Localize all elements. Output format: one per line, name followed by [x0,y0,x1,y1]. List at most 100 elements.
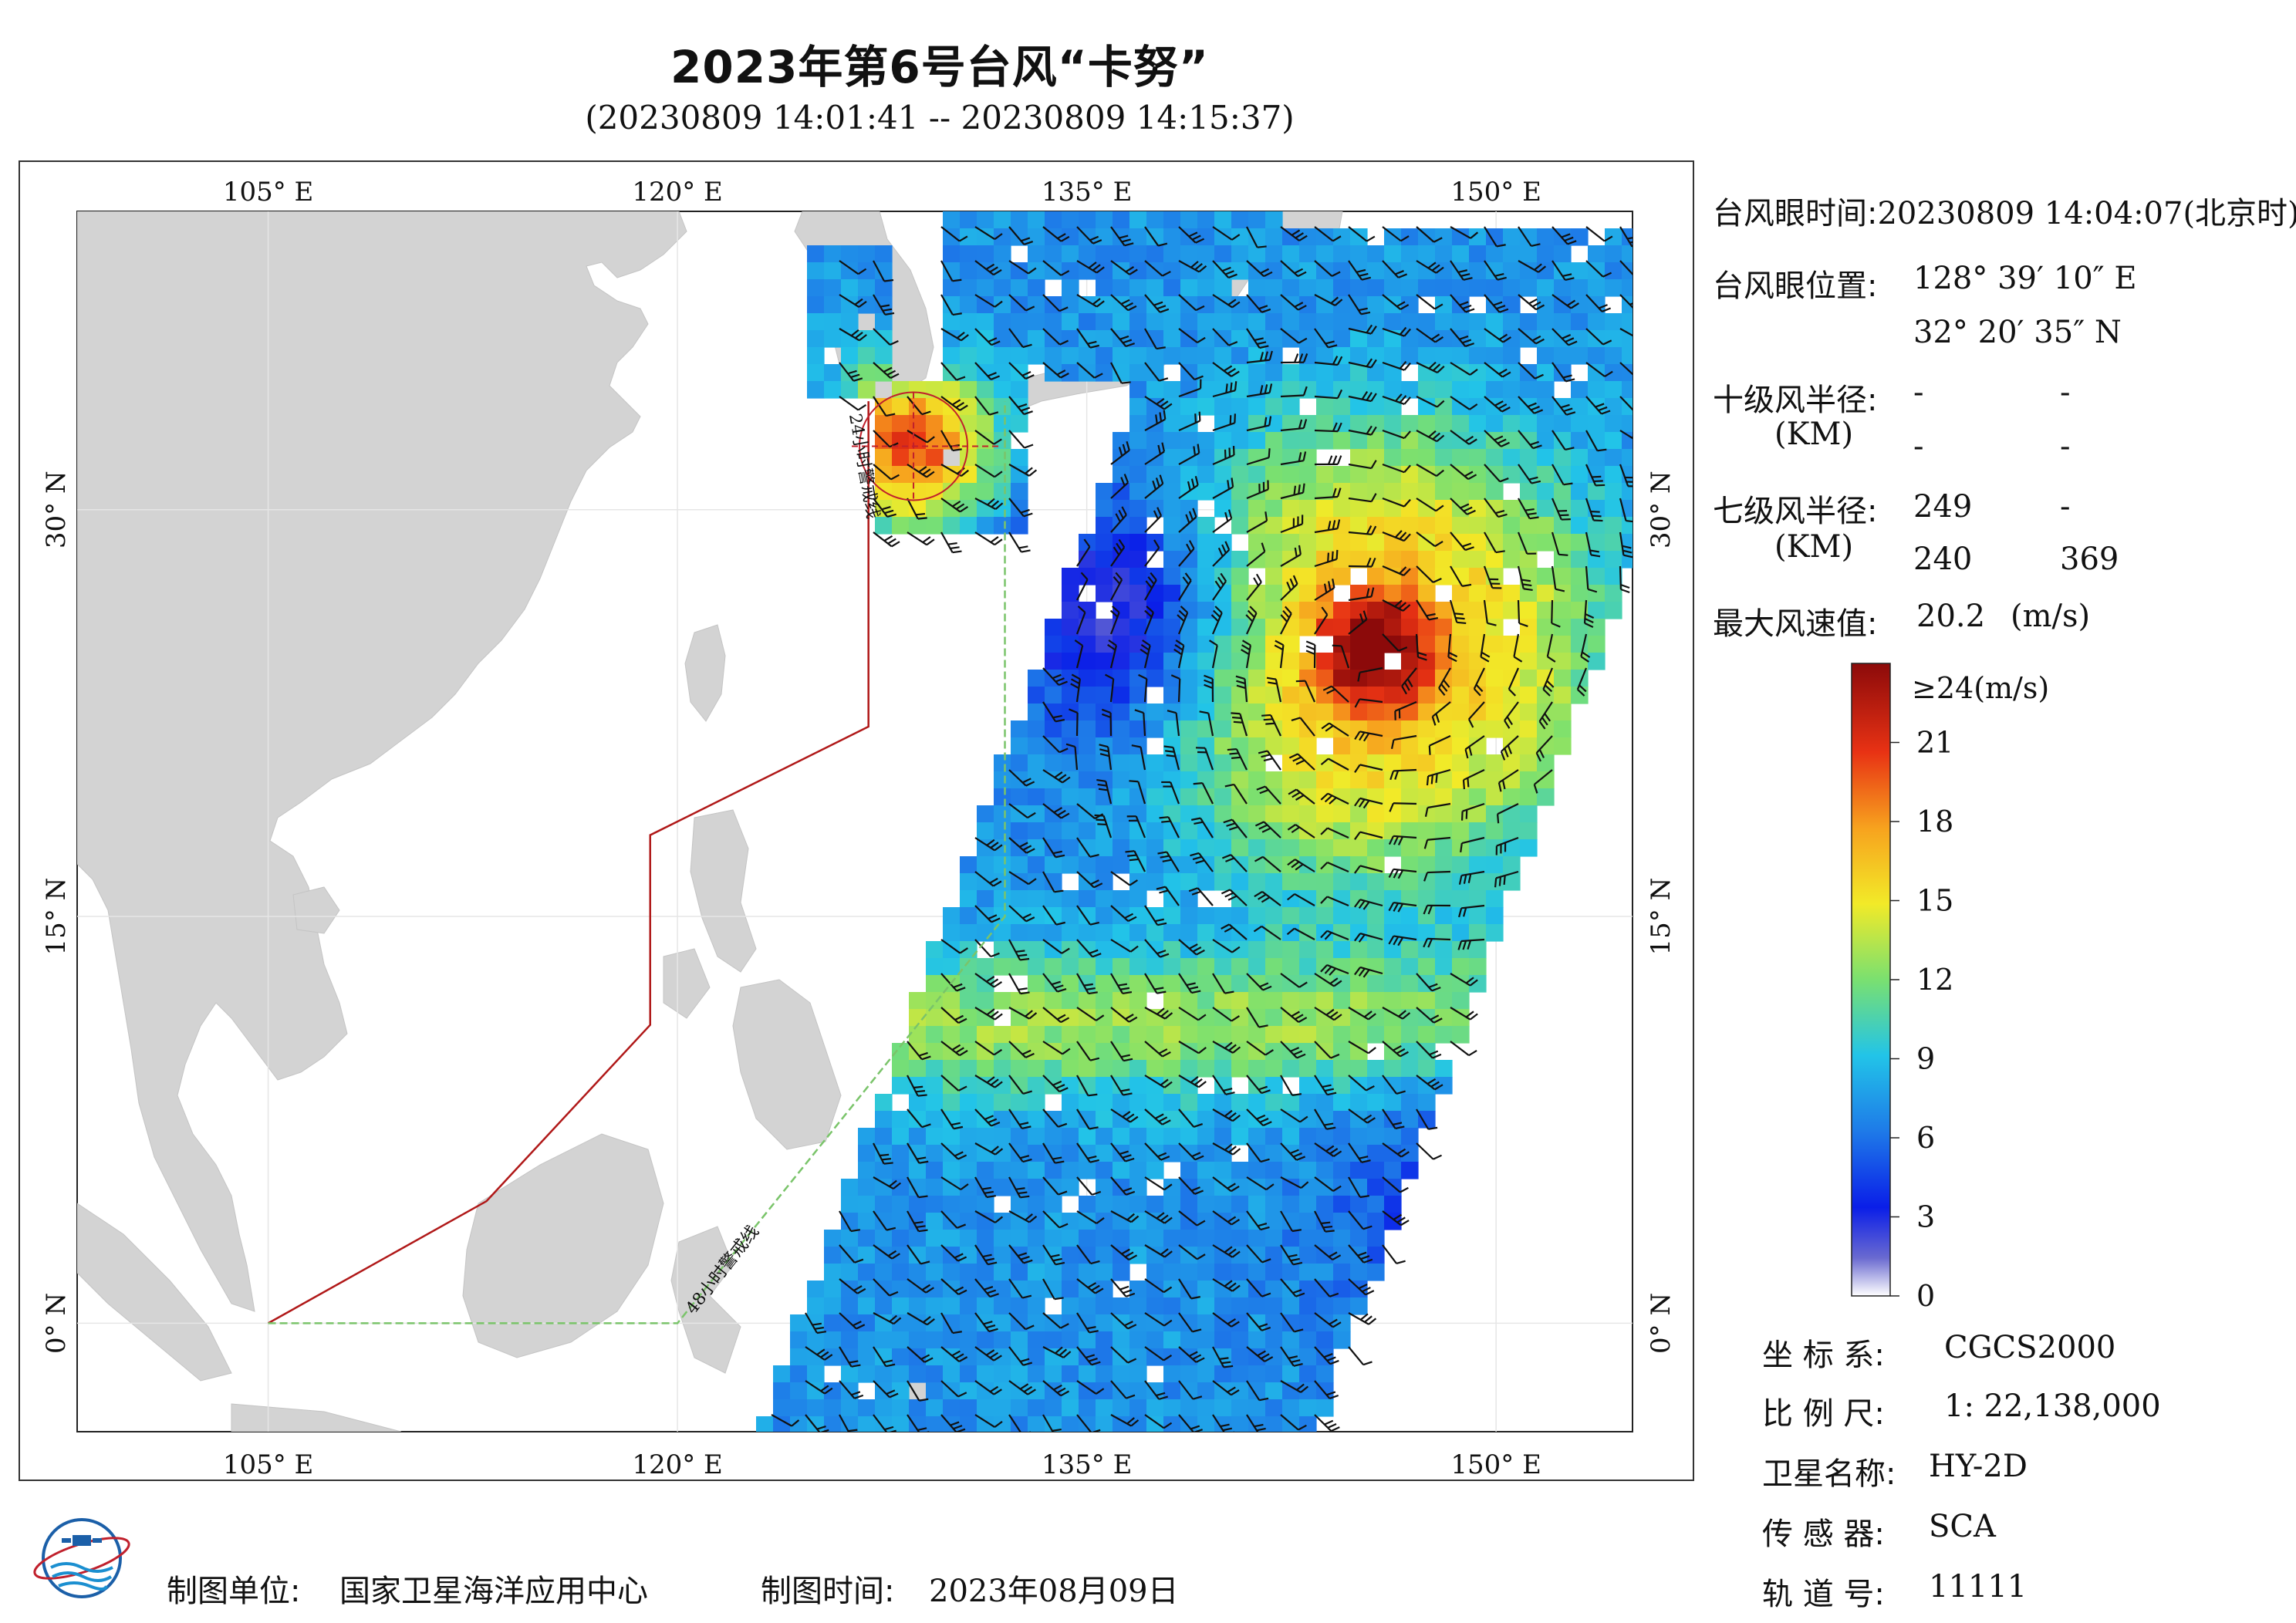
swath-cell [1469,432,1487,450]
wind-barb [1144,1312,1173,1327]
swath-cell [1401,1128,1419,1146]
swath-cell [1384,1162,1402,1179]
wind-barb [1144,1414,1173,1429]
swath-cell [1197,771,1215,789]
wind-barb [1076,1414,1101,1432]
wind-barb [1354,899,1383,910]
swath-cell [1079,330,1096,348]
warning-line-24h [267,401,869,1324]
swath-cell [1367,1094,1385,1112]
swath-cell [1299,1416,1317,1432]
swath-cell [1350,466,1368,484]
swath-cell [1452,992,1470,1010]
swath-cell [1401,517,1419,535]
wind-barb [1619,464,1633,488]
land-luzon [690,809,757,973]
swath-cell [960,1399,977,1417]
wind-barb [1246,1007,1268,1028]
swath-cell [1231,1128,1249,1146]
swath-cell [1146,704,1164,721]
swath-cell [1146,364,1164,382]
wind-barb [1382,226,1410,242]
swath-cell [1265,1331,1283,1349]
swath-cell [1588,483,1606,501]
wind-barb [1227,747,1248,771]
swath-cell [1214,856,1232,874]
swath-cell [1062,279,1079,297]
swath-cell [790,1416,808,1432]
swath-cell [875,279,893,297]
wind-barb [1144,1176,1173,1191]
swath-cell [994,941,1011,959]
swath-cell [1062,924,1079,942]
swath-cell [1486,856,1504,874]
swath-cell [1096,856,1113,874]
swath-cell [1299,602,1317,619]
wind-barb [940,294,962,316]
wind-barb [974,1041,1003,1056]
swath-cell [807,1365,825,1383]
swath-cell [943,279,961,297]
swath-cell [1384,805,1402,823]
swath-cell [1469,687,1487,704]
swath-cell [1435,958,1453,976]
swath-cell [994,856,1011,874]
swath-cell [977,1297,994,1315]
wind-barb [1157,851,1180,872]
wind-barb [940,226,968,242]
swath-cell [1418,720,1436,738]
wind-barb [1008,498,1033,518]
swath-cell [1401,551,1419,569]
swath-cell [1316,483,1334,501]
swath-cell [1163,534,1181,552]
swath-cell [1401,296,1419,314]
swath-cell [1350,398,1368,416]
wind-barb [1416,294,1443,310]
swath-cell [1401,1094,1419,1112]
swath-cell [1384,1196,1402,1213]
swath-cell [841,1230,859,1247]
swath-cell [1469,585,1487,602]
wind-barb [1076,362,1103,379]
swath-cell [977,1365,994,1383]
swath-cell [1435,1077,1453,1095]
swath-cell [1401,992,1419,1010]
swath-cell [1096,262,1113,280]
swath-cell [1113,466,1130,484]
wind-barb [1076,973,1098,995]
date-value: 2023年08月09日 [929,1574,1179,1609]
swath-cell [1299,534,1317,552]
wind-barb [1280,328,1308,344]
swath-cell [943,941,961,959]
swath-cell [1180,279,1198,297]
swath-cell [1214,788,1232,806]
swath-cell [1079,1264,1096,1281]
swath-cell [1214,1331,1232,1349]
swath-cell [994,1297,1011,1315]
swath-cell [824,1281,842,1298]
swath-cell [1096,1043,1113,1061]
wind-barb [1382,1176,1409,1193]
swath-cell [1367,279,1385,297]
swath-cell [1486,924,1504,942]
wind-barb [1467,701,1485,728]
swath-cell [1316,432,1334,450]
swath-cell [1231,330,1249,348]
swath-cell [1469,975,1487,993]
swath-cell [943,1297,961,1315]
swath-cell [790,1382,808,1400]
swath-cell [977,1331,994,1349]
swath-cell [858,1264,876,1281]
swath-cell [1469,754,1487,772]
swath-cell [1248,958,1266,976]
swath-cell [926,1196,944,1213]
swath-cell [1333,1009,1351,1027]
swath-cell [1129,1297,1147,1315]
wind-barb [974,294,1003,308]
wind-barb [1416,1007,1443,1024]
swath-cell [960,296,977,314]
swath-cell [1401,1043,1419,1061]
swath-cell [1299,1382,1317,1400]
wind-barb [1450,498,1476,515]
